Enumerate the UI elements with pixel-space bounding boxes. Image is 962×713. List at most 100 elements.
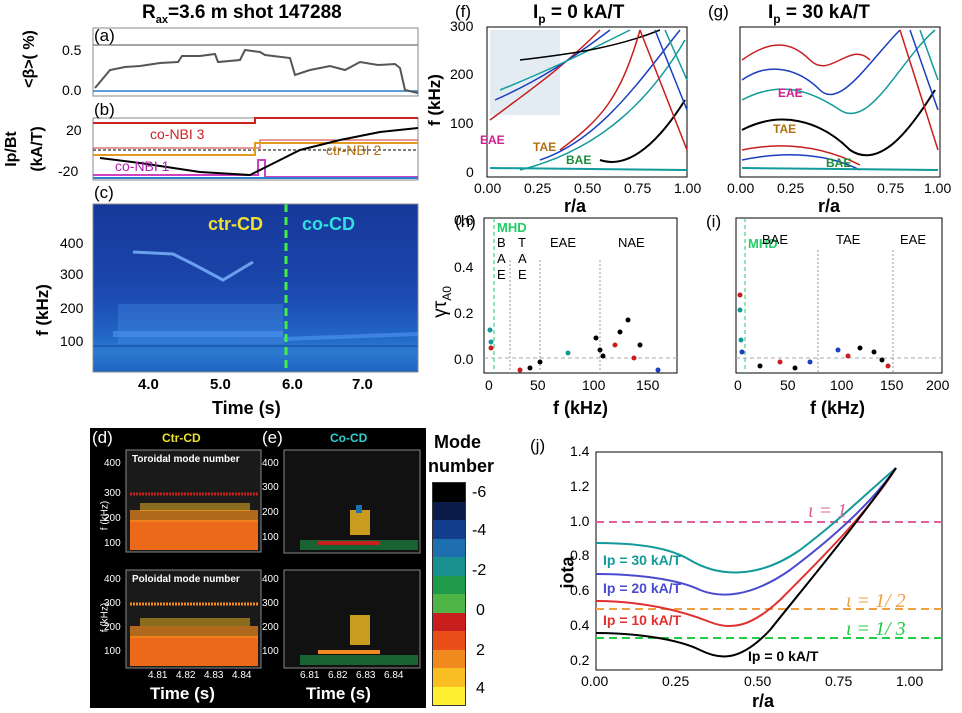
panel-f-ytick-200: 200 (450, 66, 474, 82)
panel-f-xlabel: r/a (564, 196, 587, 216)
colorbar-title-2: number (428, 456, 495, 476)
gap-bae-f: BAE (566, 153, 592, 167)
panel-h-ytick-0.4: 0.4 (454, 259, 474, 275)
panel-d-sub-bot: Poloidal mode number (132, 574, 240, 585)
gap-tae-g: TAE (773, 122, 797, 136)
panel-d-ytick-300: 300 (104, 488, 121, 499)
panel-e-xtick-1: 6.82 (328, 670, 348, 681)
region-t-h: T (518, 235, 526, 250)
panel-i-xtick-150: 150 (880, 377, 904, 393)
profile-ip10: Ip = 10 kA/T (603, 612, 682, 628)
panel-d-ytick-300-b: 300 (104, 598, 121, 609)
panel-g-label: (g) (708, 2, 729, 21)
panel-c-xtick-4: 4.0 (138, 376, 159, 393)
panel-f-label: (f) (455, 2, 472, 21)
colorbar-swatch (433, 612, 465, 631)
panel-j-ytick-1.0: 1.0 (570, 513, 590, 529)
panel-j-ytick-0.8: 0.8 (570, 547, 590, 563)
panel-e-ytick-400-b: 400 (262, 574, 279, 585)
colorbar-tick--4: -4 (472, 522, 487, 539)
panel-d-ytick-400: 400 (104, 458, 121, 469)
annot-ctr-cd: ctr-CD (208, 214, 264, 234)
rational-iota-1: ι = 1 (808, 500, 848, 522)
region-mhd-i: MHD (748, 236, 778, 251)
panel-h-xlabel: f (kHz) (553, 398, 608, 418)
region-mhd-h: MHD (497, 220, 527, 235)
panel-d-sub-top: Toroidal mode number (132, 454, 240, 465)
panel-i-xtick-0: 0 (734, 377, 742, 393)
colorbar-swatch (433, 594, 465, 613)
panel-e-ytick-200-b: 200 (262, 622, 279, 633)
panel-e-xtick-0: 6.81 (300, 670, 320, 681)
colorbar-swatch (433, 631, 465, 650)
rational-iota-half: ι = 1/ 2 (846, 590, 906, 612)
panel-d-title: Ctr-CD (162, 431, 201, 445)
panel-e-ytick-300-b: 300 (262, 598, 279, 609)
panel-h-xtick-150: 150 (636, 377, 660, 393)
panel-h-ytick-0.6: 0.6 (454, 212, 474, 228)
panel-e-xlabel: Time (s) (306, 684, 371, 703)
panel-e-xtick-2: 6.83 (356, 670, 376, 681)
colorbar-swatch (433, 483, 465, 502)
panel-a-label: (a) (94, 26, 115, 45)
panel-f-xtick-0: 0.00 (474, 180, 502, 196)
panel-i-xtick-100: 100 (830, 377, 854, 393)
panel-j-ytick-0.4: 0.4 (570, 617, 590, 633)
gap-bae-g: BAE (826, 156, 852, 170)
panel-i-xtick-200: 200 (926, 377, 950, 393)
panel-d-ytick-100: 100 (104, 538, 121, 549)
panel-c-xtick-6: 6.0 (282, 376, 303, 393)
region-bae-i: BAE (762, 232, 789, 247)
region-b-h: B (497, 235, 506, 250)
panel-c-ytick-200: 200 (60, 300, 84, 316)
panel-g-xlabel: r/a (818, 196, 841, 216)
panel-e-ytick-300: 300 (262, 482, 279, 493)
profile-ip30: Ip = 30 kA/T (603, 552, 682, 568)
panel-d-xtick-1: 4.82 (176, 670, 196, 681)
panel-f-xtick-4: 1.00 (674, 180, 702, 196)
panel-e-ytick-400: 400 (262, 458, 279, 469)
panel-j-ytick-0.2: 0.2 (570, 652, 590, 668)
colorbar-swatch (433, 501, 465, 520)
beta-trace (94, 48, 419, 94)
panel-h-ytick-0.0: 0.0 (454, 351, 474, 367)
panel-i-xtick-50: 50 (780, 377, 796, 393)
panel-e-label: (e) (262, 428, 283, 447)
panel-f-xtick-2: 0.50 (574, 180, 602, 196)
panel-h-label: (h) (455, 212, 476, 231)
panel-c-ytick-400: 400 (60, 235, 84, 251)
panel-d-ytick-200: 200 (104, 513, 121, 524)
panel-g-xtick-4: 1.00 (924, 180, 952, 196)
colorbar-tick-4: 4 (476, 680, 485, 697)
profile-ip20: Ip = 20 kA/T (603, 580, 682, 596)
panel-g-xtick-1: 0.25 (777, 180, 805, 196)
panel-a-ytick-1: 0.0 (62, 82, 82, 98)
panel-g-xtick-0: 0.00 (727, 180, 755, 196)
panel-j-xtick-1: 0.25 (662, 673, 690, 689)
colorbar-tick--2: -2 (472, 562, 487, 579)
panel-j-ytick-1.4: 1.4 (570, 443, 590, 459)
colorbar-swatch (433, 538, 465, 557)
panel-d-xtick-2: 4.83 (204, 670, 224, 681)
region-a2-h: A (518, 251, 527, 266)
panel-h-xtick-0: 0 (485, 377, 493, 393)
panel-e-ytick-200: 200 (262, 507, 279, 518)
panel-j-label: (j) (530, 436, 546, 455)
panel-f-xtick-3: 0.75 (624, 180, 652, 196)
colorbar-swatch (433, 557, 465, 576)
panel-a-ytick-0: 0.5 (62, 42, 82, 58)
colorbar-swatch (433, 686, 465, 705)
colorbar (432, 482, 466, 706)
panel-f-ytick-300: 300 (450, 18, 474, 34)
panel-b-label: (b) (94, 100, 115, 119)
gap-tae-f: TAE (533, 140, 557, 154)
colorbar-swatch (433, 520, 465, 539)
trace-co-nbi3: co-NBI 3 (150, 126, 205, 142)
panel-f-ytick-0: 0 (466, 164, 474, 180)
panel-h-xtick-100: 100 (582, 377, 606, 393)
panel-e-ytick-100: 100 (262, 532, 279, 543)
panel-j-xtick-4: 1.00 (896, 673, 924, 689)
